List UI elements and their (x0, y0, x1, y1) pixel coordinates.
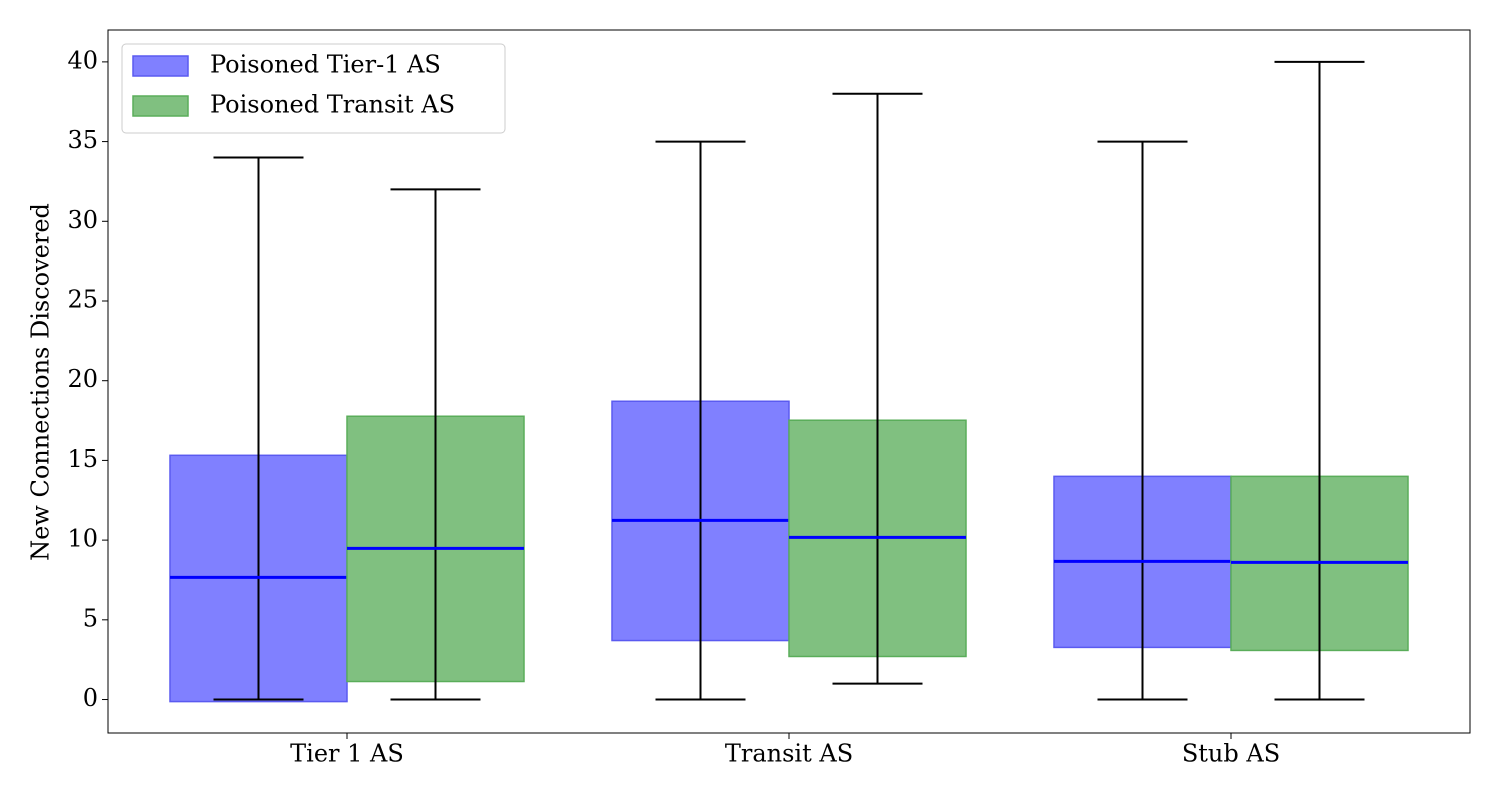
x-tick-label: Transit AS (725, 740, 853, 768)
plot-frame (107, 29, 1471, 734)
y-tick-label: 0 (83, 684, 98, 712)
y-tick-label: 35 (67, 126, 98, 154)
y-tick-label: 20 (67, 365, 98, 393)
y-tick-label: 30 (67, 206, 98, 234)
y-tick-label: 15 (67, 445, 98, 473)
x-tick-label: Tier 1 AS (290, 740, 404, 768)
y-axis-label: New Connections Discovered (27, 203, 55, 561)
y-tick-label: 5 (83, 604, 98, 632)
legend-swatch (132, 55, 189, 77)
y-tick-label: 25 (67, 285, 98, 313)
legend-label: Poisoned Transit AS (210, 91, 455, 119)
x-tick-label: Stub AS (1182, 740, 1280, 768)
legend-box (121, 43, 506, 134)
y-tick-label: 10 (67, 525, 98, 553)
legend-label: Poisoned Tier-1 AS (210, 51, 441, 79)
legend-swatch (132, 95, 189, 117)
y-tick-label: 40 (67, 46, 98, 74)
